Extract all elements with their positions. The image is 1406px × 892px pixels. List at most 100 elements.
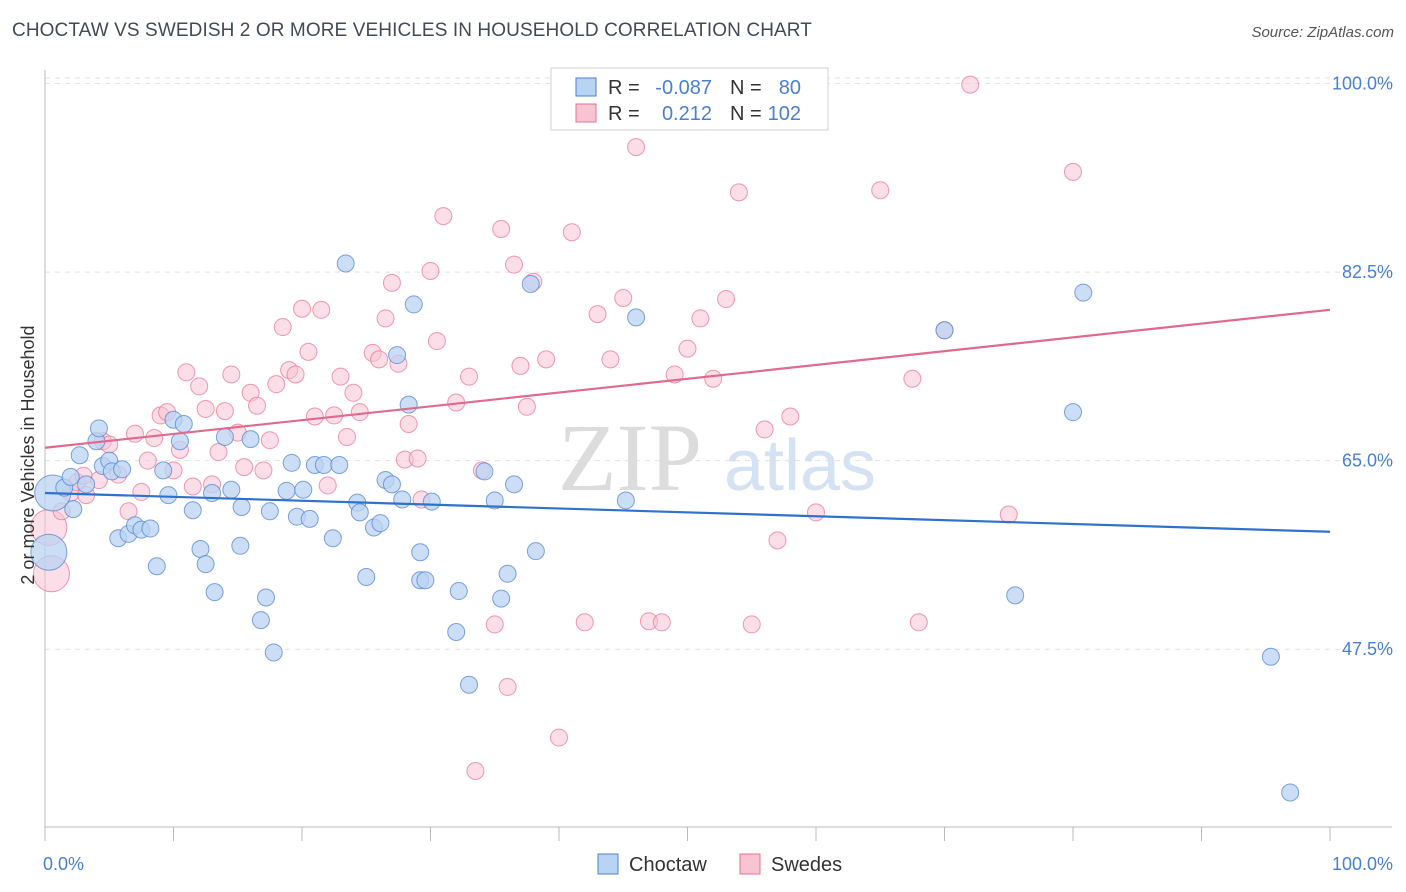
swedes-point-62 (466, 761, 485, 780)
legend-n-label-2: N = (730, 103, 762, 125)
choctaw-point-47 (336, 254, 355, 273)
choctaw-point-42 (300, 509, 319, 528)
y-tick-label-1: 65.0% (1342, 451, 1393, 471)
legend-n-label-1: N = (730, 77, 762, 99)
choctaw-point-20 (159, 486, 178, 505)
swedes-point-35 (273, 318, 292, 337)
swedes-point-13 (132, 482, 151, 501)
choctaw-point-61 (416, 571, 435, 590)
swedes-point-59 (434, 207, 453, 226)
swedes-point-87 (742, 615, 761, 634)
legend-swedes-swatch (575, 103, 597, 123)
swedes-point-84 (704, 369, 723, 388)
swedes-point-51 (382, 273, 401, 292)
choctaw-point-58 (404, 295, 423, 314)
swedes-point-37 (286, 365, 305, 384)
choctaw-trend-line (44, 491, 1331, 533)
swedes-point-25 (209, 443, 228, 462)
choctaw-point-32 (232, 497, 251, 516)
swedes-point-96 (961, 75, 980, 94)
swedes-point-57 (421, 262, 440, 281)
source-credit: Source: ZipAtlas.com (1251, 24, 1394, 41)
swedes-point-68 (511, 356, 530, 375)
choctaw-point-65 (460, 675, 479, 694)
choctaw-point-46 (330, 455, 349, 474)
choctaw-point-67 (485, 491, 504, 510)
stats-legend: R = -0.087 N = 80 R = 0.212 N = 102 (550, 67, 829, 131)
choctaw-point-55 (388, 346, 407, 365)
swedes-point-32 (254, 461, 273, 480)
swedes-point-27 (222, 365, 241, 384)
choctaw-point-8 (89, 419, 108, 438)
choctaw-point-38 (277, 481, 296, 500)
swedes-point-21 (183, 477, 202, 496)
series-legend: Choctaw Swedes (597, 853, 842, 876)
swedes-point-91 (807, 503, 825, 522)
y-tick-label-0: 47.5% (1342, 639, 1393, 659)
swedes-point-86 (729, 183, 748, 202)
choctaw-point-31 (231, 536, 250, 555)
choctaw-point-63 (447, 622, 466, 641)
swedes-point-66 (498, 677, 517, 696)
swedes-point-29 (235, 458, 254, 477)
swedes-point-23 (196, 399, 215, 418)
choctaw-point-4 (64, 500, 83, 519)
swedes-point-73 (562, 223, 581, 242)
choctaw-point-26 (196, 555, 215, 574)
tick-labels: 47.5% 65.0% 82.5% 100.0% 0.0% 100.0% (43, 74, 1393, 874)
choctaw-point-79 (1261, 647, 1280, 666)
choctaw-point-0 (30, 533, 68, 571)
swedes-point-85 (717, 290, 736, 309)
swedes-point-33 (260, 431, 279, 450)
choctaw-point-72 (526, 542, 545, 561)
choctaw-point-30 (222, 480, 241, 499)
swedes-point-44 (331, 367, 350, 386)
swedes-point-69 (517, 397, 536, 416)
choctaw-point-64 (449, 582, 468, 601)
swedes-point-90 (781, 407, 800, 426)
choctaw-point-77 (1064, 403, 1082, 422)
choctaw-point-22 (170, 432, 189, 451)
choctaw-point-6 (77, 475, 96, 494)
choctaw-point-18 (147, 557, 166, 576)
swedes-point-94 (909, 613, 928, 632)
legend-r-value-1: -0.087 (655, 77, 712, 99)
swedes-point-31 (248, 396, 267, 415)
choctaw-point-23 (174, 415, 193, 434)
choctaw-point-45 (323, 529, 342, 548)
swedes-point-64 (485, 615, 504, 634)
swedes-point-82 (678, 339, 697, 358)
chart-title: CHOCTAW VS SWEDISH 2 OR MORE VEHICLES IN… (12, 20, 812, 41)
swedes-point-67 (505, 255, 524, 274)
swedes-point-42 (318, 476, 337, 495)
swedes-point-97 (999, 505, 1018, 524)
legend-swedes-label: Swedes (771, 854, 842, 876)
choctaw-point-3 (61, 467, 80, 486)
choctaw-point-39 (282, 453, 301, 472)
choctaw-point-13 (113, 460, 132, 479)
swedes-point-38 (293, 299, 311, 318)
swedes-point-74 (575, 613, 594, 632)
choctaw-point-17 (141, 519, 160, 538)
choctaw-point-54 (382, 475, 401, 494)
swedes-point-55 (408, 449, 427, 468)
choctaw-point-36 (260, 502, 279, 521)
swedes-point-75 (588, 305, 607, 324)
choctaw-point-78 (1074, 283, 1093, 302)
legend-r-label-1: R = (608, 77, 640, 99)
y-tick-label-2: 82.5% (1342, 262, 1393, 282)
choctaw-point-68 (492, 589, 511, 608)
swedes-point-39 (299, 342, 318, 361)
choctaw-point-19 (154, 461, 173, 480)
swedes-point-65 (492, 220, 511, 239)
x-tick-label-0: 0.0% (43, 854, 84, 874)
choctaw-point-25 (191, 540, 210, 559)
swedes-point-45 (337, 427, 356, 446)
legend-n-value-1: 80 (779, 77, 801, 99)
swedes-point-14 (138, 451, 157, 470)
swedes-point-58 (427, 332, 446, 351)
legend-r-value-2: 0.212 (662, 103, 712, 125)
choctaw-point-33 (241, 430, 260, 449)
legend-n-value-2: 102 (768, 103, 801, 125)
